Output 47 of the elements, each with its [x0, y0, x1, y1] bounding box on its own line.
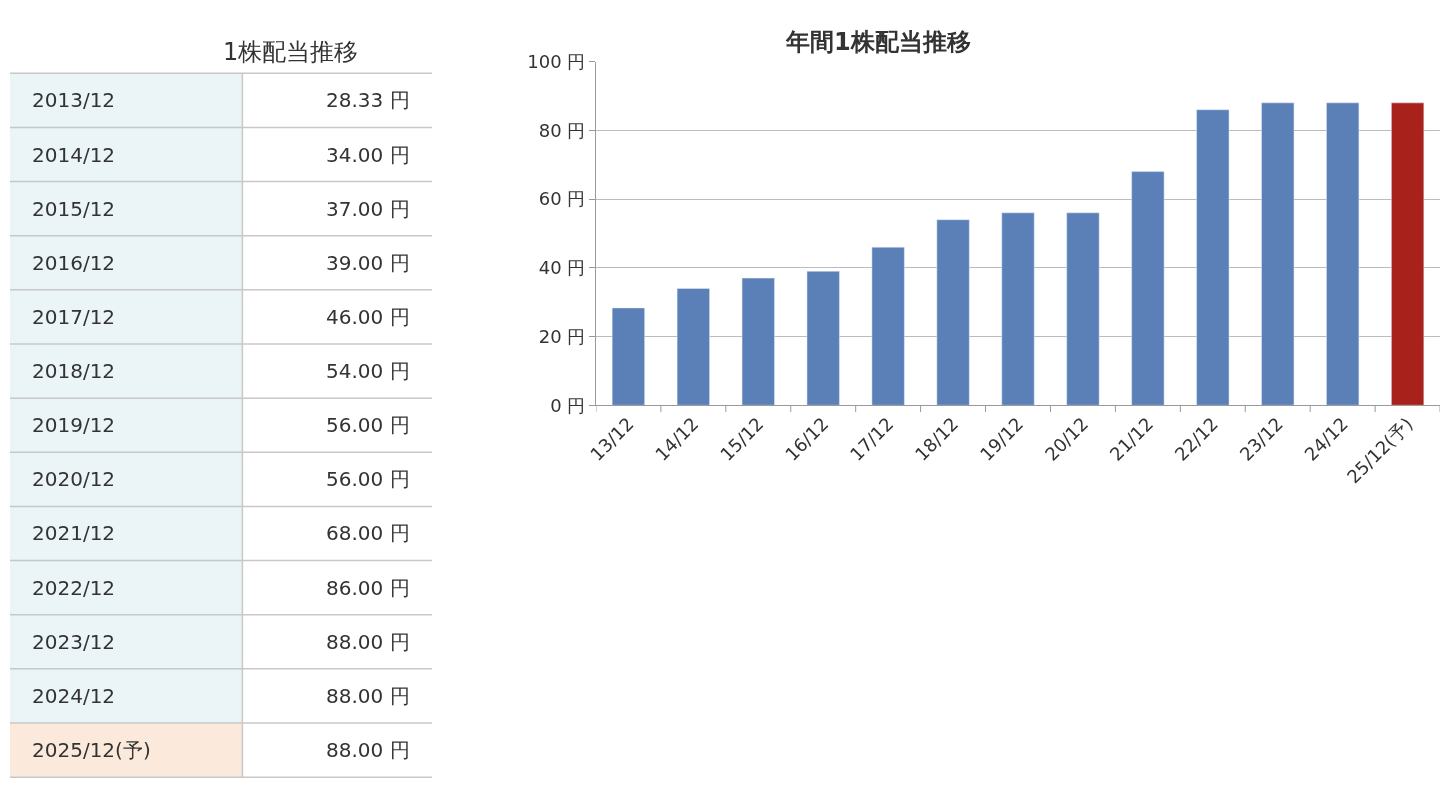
bar	[1326, 102, 1360, 406]
chart-title: 年間1株配当推移	[785, 28, 971, 56]
bar	[1066, 212, 1100, 406]
data-label: 56.00 円	[326, 467, 410, 491]
data-label: 39.00 円	[326, 251, 410, 275]
data-label: 54.00 円	[326, 359, 410, 383]
data-label: 86.00 円	[326, 576, 410, 600]
bar	[676, 288, 710, 406]
data-label: 37.00 円	[326, 197, 410, 221]
bar	[1261, 102, 1295, 406]
y-tick-label: 0 円	[550, 394, 586, 416]
text: 1株配当推移	[223, 38, 359, 66]
category-label: 2014/12	[32, 143, 116, 167]
data-label: 68.00 円	[326, 521, 410, 545]
y-tick-label: 80 円	[538, 119, 586, 141]
data-label: 34.00 円	[326, 143, 410, 167]
bar	[1196, 109, 1230, 406]
bar	[741, 277, 775, 406]
category-label: 2022/12	[32, 576, 116, 600]
category-label: 2015/12	[32, 197, 116, 221]
category-label: 2013/12	[32, 88, 116, 112]
bar	[1001, 212, 1035, 406]
category-label: 2016/12	[32, 251, 116, 275]
category-label: 2021/12	[32, 521, 116, 545]
category-label: 2020/12	[32, 467, 116, 491]
category-label: 2017/12	[32, 305, 116, 329]
category-label: 2023/12	[32, 630, 116, 654]
data-label: 46.00 円	[326, 305, 410, 329]
y-tick-label: 40 円	[538, 257, 586, 279]
category-label: 2024/12	[32, 684, 116, 708]
data-label: 88.00 円	[326, 684, 410, 708]
bar	[936, 219, 970, 406]
bar	[1131, 171, 1165, 406]
data-label: 28.33 円	[326, 88, 410, 112]
y-tick-label: 20 円	[538, 325, 586, 347]
data-label: 56.00 円	[326, 413, 410, 437]
bar	[806, 270, 840, 406]
bar	[611, 307, 645, 406]
bar	[871, 246, 905, 406]
y-tick-label: 100 円	[527, 50, 586, 72]
data-label: 88.00 円	[326, 738, 410, 762]
category-label: 2018/12	[32, 359, 116, 383]
category-label: 2025/12(予)	[32, 738, 151, 762]
data-label: 88.00 円	[326, 630, 410, 654]
bar	[1391, 102, 1425, 406]
category-label: 2019/12	[32, 413, 116, 437]
y-tick-label: 60 円	[538, 188, 586, 210]
